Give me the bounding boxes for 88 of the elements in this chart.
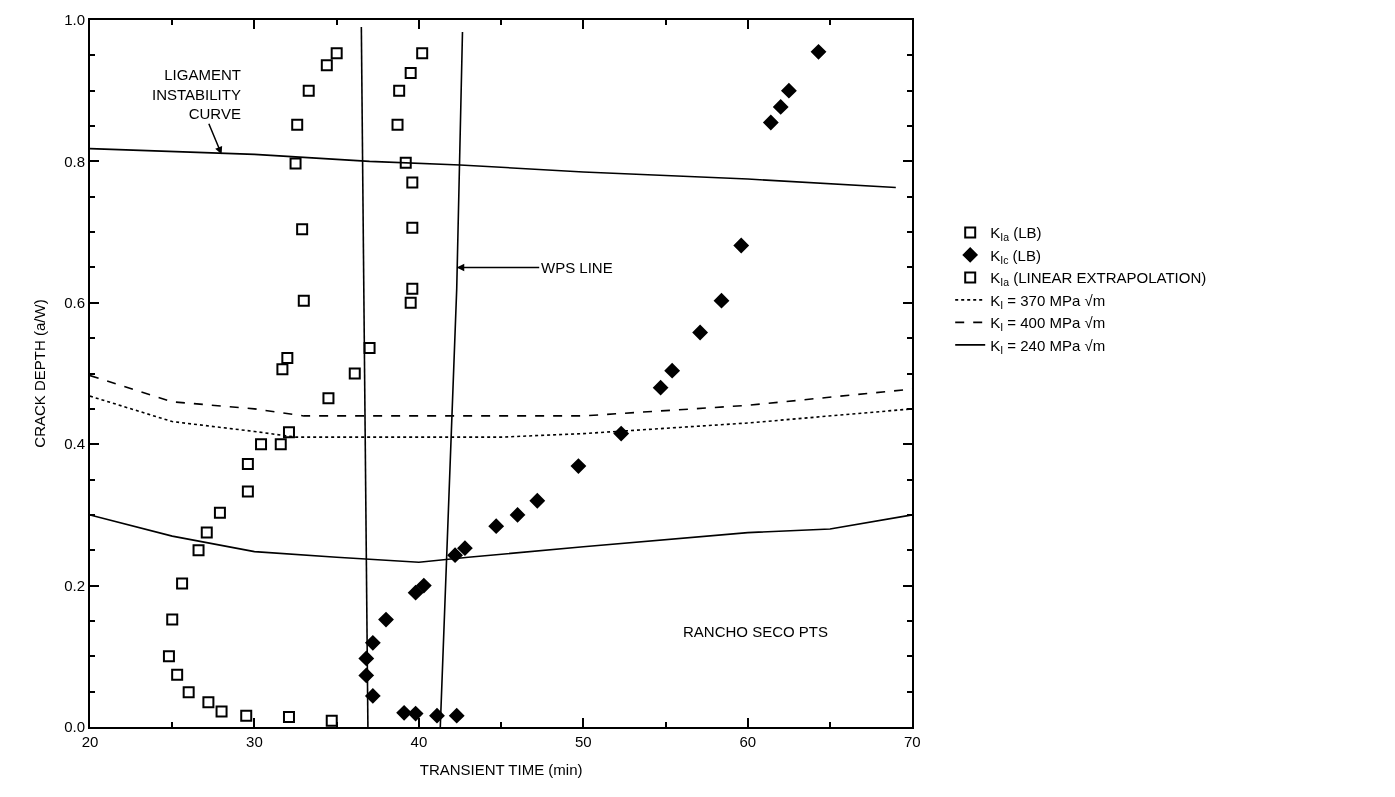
y-tick-label: 0.8 xyxy=(64,152,85,170)
legend-label: K$_{I}$ = 400 MPa √m xyxy=(990,314,1106,334)
legend-label: K$_{Ia}$ (LINEAR EXTRAPOLATION) xyxy=(990,269,1207,289)
legend-label: K$_{Ic}$ (LB) xyxy=(990,246,1041,266)
point xyxy=(182,686,195,699)
point xyxy=(811,44,827,60)
x-tick-label: 30 xyxy=(246,733,263,750)
x-tick-label: 60 xyxy=(739,733,757,750)
point xyxy=(529,493,545,509)
point xyxy=(289,157,302,170)
point xyxy=(457,540,473,556)
annotation: RANCHO SECO PTS xyxy=(683,623,829,640)
point xyxy=(773,99,789,115)
y-tick-label: 0.4 xyxy=(64,435,85,453)
point xyxy=(171,668,184,681)
point xyxy=(570,458,586,474)
point xyxy=(322,392,335,405)
point xyxy=(399,156,412,169)
annotation: WPS LINE xyxy=(541,259,613,276)
point xyxy=(330,47,343,60)
point xyxy=(255,438,268,451)
point xyxy=(240,709,253,722)
point xyxy=(404,67,417,80)
point xyxy=(664,363,680,379)
point xyxy=(396,705,412,721)
point xyxy=(406,282,419,295)
point xyxy=(358,667,374,683)
point xyxy=(447,547,463,563)
x-tick-label: 20 xyxy=(81,733,99,750)
point xyxy=(378,612,394,628)
point xyxy=(282,711,295,724)
y-axis-title: CRACK DEPTH (a/W) xyxy=(30,299,48,448)
point xyxy=(215,705,228,718)
point xyxy=(274,438,287,451)
point xyxy=(613,426,629,442)
point xyxy=(713,293,729,309)
y-tick-label: 1.0 xyxy=(64,11,85,29)
point xyxy=(408,585,424,601)
point xyxy=(241,458,254,470)
point xyxy=(348,367,361,380)
point xyxy=(291,118,304,131)
point xyxy=(488,518,504,534)
point xyxy=(325,714,338,727)
point xyxy=(296,223,309,236)
y-tick-label: 0.2 xyxy=(64,576,85,594)
point xyxy=(404,296,417,309)
point xyxy=(449,708,465,724)
point xyxy=(692,324,708,340)
point xyxy=(281,351,294,364)
point xyxy=(276,363,289,376)
point xyxy=(429,708,445,724)
point xyxy=(176,577,189,590)
point xyxy=(302,84,315,97)
point xyxy=(733,238,749,254)
point xyxy=(510,507,526,523)
point xyxy=(763,115,779,131)
point xyxy=(365,635,381,651)
point xyxy=(320,59,333,72)
point xyxy=(297,294,310,307)
point xyxy=(202,696,215,709)
legend-label: K$_{I}$ = 240 MPa √m xyxy=(990,336,1106,356)
point xyxy=(241,485,254,498)
point xyxy=(162,650,175,663)
point xyxy=(781,83,797,99)
point xyxy=(365,688,381,704)
point xyxy=(653,380,669,396)
x-axis-title: TRANSIENT TIME (min) xyxy=(419,760,583,778)
point xyxy=(200,526,213,539)
point xyxy=(416,47,429,60)
annotation: LIGAMENT INSTABILITY CURVE xyxy=(152,66,241,122)
point xyxy=(192,544,205,557)
y-tick-label: 0.6 xyxy=(64,294,85,312)
point xyxy=(406,176,419,189)
point xyxy=(416,578,432,594)
point xyxy=(363,342,376,355)
point xyxy=(393,84,406,97)
x-tick-label: 40 xyxy=(410,733,428,750)
point xyxy=(391,118,404,131)
legend-label: K$_{Ia}$ (LB) xyxy=(990,224,1042,244)
point xyxy=(282,426,295,439)
point xyxy=(408,706,424,722)
point xyxy=(406,221,419,234)
x-tick-label: 50 xyxy=(575,733,592,750)
x-tick-label: 70 xyxy=(903,733,921,750)
point xyxy=(213,506,226,519)
y-tick-label: 0.0 xyxy=(64,718,85,736)
point xyxy=(166,613,179,626)
legend-label: K$_{I}$ = 370 MPa √m xyxy=(990,291,1106,311)
